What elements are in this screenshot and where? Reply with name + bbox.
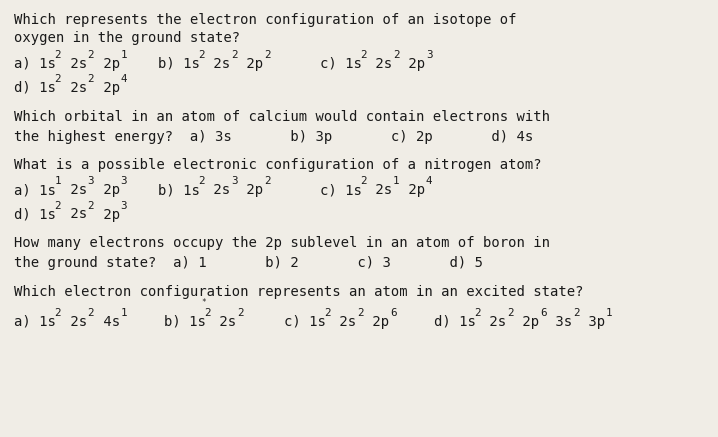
Text: a) 1s: a) 1s (14, 183, 56, 197)
Text: 2p: 2p (95, 208, 120, 222)
Text: b) 1s: b) 1s (164, 315, 205, 329)
Text: 2s: 2s (62, 81, 87, 95)
Text: 1: 1 (55, 177, 61, 187)
Text: c) 1s: c) 1s (284, 315, 325, 329)
Text: 2: 2 (204, 308, 210, 318)
Text: 6: 6 (540, 308, 546, 318)
Text: 2p: 2p (95, 57, 120, 71)
Text: Which electron configuration represents an atom in an excited state?: Which electron configuration represents … (14, 285, 584, 299)
Text: 2: 2 (393, 50, 399, 60)
Text: 2s: 2s (211, 315, 236, 329)
Text: 2s: 2s (62, 183, 87, 197)
Text: 2: 2 (264, 177, 271, 187)
Text: 2s: 2s (331, 315, 356, 329)
Text: 3: 3 (231, 177, 238, 187)
Text: c) 1s: c) 1s (320, 57, 361, 71)
Text: 2p: 2p (364, 315, 389, 329)
Text: What is a possible electronic configuration of a nitrogen atom?: What is a possible electronic configurat… (14, 158, 542, 172)
Text: 4: 4 (121, 74, 127, 84)
Text: 2: 2 (198, 177, 205, 187)
Text: 2s: 2s (62, 315, 87, 329)
Text: 2: 2 (264, 50, 271, 60)
Text: 3p: 3p (580, 315, 605, 329)
Text: 2p: 2p (95, 81, 120, 95)
Text: 2: 2 (324, 308, 330, 318)
Text: 2s: 2s (367, 57, 392, 71)
Text: 2p: 2p (400, 57, 425, 71)
Text: 2p: 2p (514, 315, 539, 329)
Text: 2: 2 (55, 308, 61, 318)
Text: 2: 2 (88, 50, 94, 60)
Text: 4: 4 (426, 177, 432, 187)
Text: 2: 2 (55, 74, 61, 84)
Text: a) 1s: a) 1s (14, 57, 56, 71)
Text: a) 1s: a) 1s (14, 315, 56, 329)
Text: d) 1s: d) 1s (14, 81, 56, 95)
Text: *: * (201, 298, 205, 307)
Text: 2: 2 (573, 308, 579, 318)
Text: 6: 6 (390, 308, 396, 318)
Text: 3: 3 (121, 201, 127, 211)
Text: the ground state?  a) 1       b) 2       c) 3       d) 5: the ground state? a) 1 b) 2 c) 3 d) 5 (14, 256, 483, 270)
Text: Which orbital in an atom of calcium would contain electrons with: Which orbital in an atom of calcium woul… (14, 110, 551, 124)
Text: 2: 2 (231, 50, 238, 60)
Text: 2: 2 (88, 201, 94, 211)
Text: 4s: 4s (95, 315, 120, 329)
Text: d) 1s: d) 1s (434, 315, 475, 329)
Text: 2: 2 (360, 50, 366, 60)
Text: 2: 2 (198, 50, 205, 60)
Text: 1: 1 (393, 177, 399, 187)
Text: 2s: 2s (367, 183, 392, 197)
Text: 2p: 2p (400, 183, 425, 197)
Text: 1: 1 (121, 50, 127, 60)
Text: 2s: 2s (481, 315, 506, 329)
Text: 2: 2 (55, 50, 61, 60)
Text: 2: 2 (55, 201, 61, 211)
Text: 2: 2 (360, 177, 366, 187)
Text: How many electrons occupy the 2p sublevel in an atom of boron in: How many electrons occupy the 2p subleve… (14, 236, 551, 250)
Text: 2s: 2s (62, 208, 87, 222)
Text: c) 1s: c) 1s (320, 183, 361, 197)
Text: 2p: 2p (95, 183, 120, 197)
Text: 2: 2 (474, 308, 480, 318)
Text: Which represents the electron configuration of an isotope of: Which represents the electron configurat… (14, 13, 517, 27)
Text: 1: 1 (121, 308, 127, 318)
Text: 2p: 2p (238, 57, 264, 71)
Text: 2: 2 (88, 74, 94, 84)
Text: oxygen in the ground state?: oxygen in the ground state? (14, 31, 241, 45)
Text: 2s: 2s (205, 183, 230, 197)
Text: d) 1s: d) 1s (14, 208, 56, 222)
Text: 2s: 2s (62, 57, 87, 71)
Text: b) 1s: b) 1s (158, 183, 200, 197)
Text: 2: 2 (507, 308, 513, 318)
Text: 2: 2 (357, 308, 363, 318)
Text: 2: 2 (237, 308, 243, 318)
Text: 2: 2 (88, 308, 94, 318)
Text: b) 1s: b) 1s (158, 57, 200, 71)
Text: 3: 3 (426, 50, 432, 60)
Text: 2p: 2p (238, 183, 264, 197)
Text: 3: 3 (121, 177, 127, 187)
Text: 2s: 2s (205, 57, 230, 71)
Text: 3: 3 (88, 177, 94, 187)
Text: 1: 1 (606, 308, 612, 318)
Text: the highest energy?  a) 3s       b) 3p       c) 2p       d) 4s: the highest energy? a) 3s b) 3p c) 2p d)… (14, 130, 533, 144)
Text: 3s: 3s (547, 315, 572, 329)
